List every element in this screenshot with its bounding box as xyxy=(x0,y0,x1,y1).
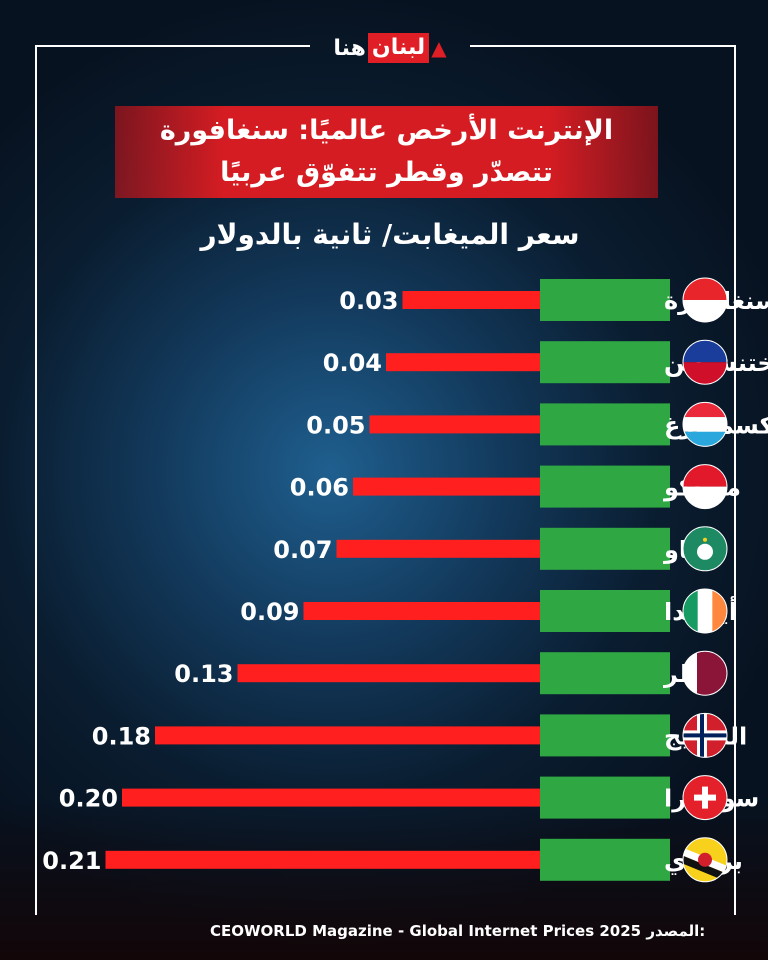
flag-border xyxy=(682,277,728,323)
bar xyxy=(353,477,540,496)
switzerland-flag-icon xyxy=(683,775,727,820)
country-label-box xyxy=(540,652,670,695)
brand-logo: ▲ لبنان هنا xyxy=(310,32,470,64)
singapore-flag-icon xyxy=(683,278,727,322)
bar xyxy=(303,602,540,620)
bar xyxy=(402,291,540,309)
flag-border xyxy=(682,712,728,758)
norway-flag-icon xyxy=(683,713,727,758)
bar xyxy=(386,353,540,372)
value-label: 0.04 xyxy=(323,349,382,377)
bar xyxy=(105,850,540,869)
logo-text: هنا xyxy=(333,35,366,61)
bar xyxy=(336,539,540,558)
flag-border xyxy=(682,526,728,572)
country-label-box xyxy=(540,279,670,321)
flag-border xyxy=(682,401,728,447)
country-label-box xyxy=(540,403,670,446)
value-label: 0.07 xyxy=(273,536,332,564)
flag-border xyxy=(682,650,728,696)
value-label: 0.05 xyxy=(306,411,365,439)
title-line-2: تتصدّر وقطر تتفوّق عربيًا xyxy=(220,157,553,188)
macau-flag-icon xyxy=(683,526,727,571)
country-label-box xyxy=(540,465,670,508)
value-label: 0.03 xyxy=(339,287,398,315)
luxembourg-flag-icon xyxy=(683,402,727,447)
flag-border xyxy=(682,464,728,510)
value-label: 0.18 xyxy=(92,722,151,750)
bar xyxy=(155,726,540,745)
ireland-flag-icon xyxy=(683,589,727,633)
country-label-box xyxy=(540,527,670,570)
frame-line xyxy=(35,45,37,915)
cedar-icon: ▲ xyxy=(431,36,447,60)
frame-line xyxy=(35,45,310,47)
country-label-box xyxy=(540,341,670,384)
value-label: 0.13 xyxy=(174,660,233,688)
flag-border xyxy=(682,837,728,883)
country-label-box xyxy=(540,714,670,757)
country-label-box xyxy=(540,776,670,819)
source-label: المصدر: xyxy=(646,922,706,940)
bar xyxy=(369,415,540,434)
value-label: 0.20 xyxy=(59,785,118,813)
flag-border xyxy=(682,339,728,385)
page-title: الإنترنت الأرخص عالميًا: سنغافورة تتصدّر… xyxy=(115,106,658,198)
country-label-box xyxy=(540,590,670,632)
flag-border xyxy=(682,588,728,634)
chart-subtitle: سعر الميغابت/ ثانية بالدولار xyxy=(200,218,580,251)
frame-line xyxy=(734,45,736,915)
bar xyxy=(122,788,540,807)
brunei-flag-icon xyxy=(683,837,727,882)
frame-line xyxy=(470,45,736,47)
source-text: CEOWORLD Magazine - Global Internet Pric… xyxy=(210,922,642,940)
title-line-1: الإنترنت الأرخص عالميًا: سنغافورة xyxy=(159,115,614,146)
qatar-flag-icon xyxy=(683,651,727,696)
value-label: 0.06 xyxy=(290,474,349,502)
source-line: CEOWORLD Magazine - Global Internet Pric… xyxy=(210,922,705,940)
monaco-flag-icon xyxy=(683,464,727,509)
country-label-box xyxy=(540,838,670,881)
logo-text-red: لبنان xyxy=(367,33,430,63)
liechtenstein-flag-icon xyxy=(683,340,727,385)
value-label: 0.09 xyxy=(240,598,299,626)
value-label: 0.21 xyxy=(42,847,101,875)
bar xyxy=(237,664,540,683)
flag-border xyxy=(682,775,728,821)
